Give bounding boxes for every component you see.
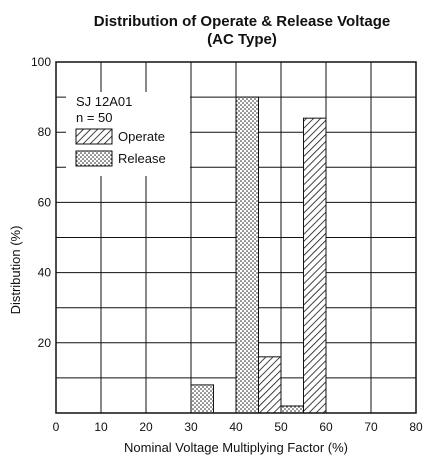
x-tick-label: 0 [53, 420, 60, 434]
operate-bar [258, 356, 282, 414]
legend-operate-swatch [75, 128, 113, 145]
x-tick-label: 20 [139, 420, 153, 434]
chart-title: Distribution of Operate & Release Voltag… [94, 13, 390, 30]
tick-labels: 0 10 20 30 40 50 60 70 80 20 40 60 80 100 [31, 55, 423, 434]
y-tick-label: 80 [38, 125, 52, 139]
y-axis-label: Distribution (%) [8, 226, 23, 315]
y-tick-label: 60 [38, 195, 52, 209]
legend-model-annotation: SJ 12A01 [76, 94, 132, 109]
x-axis-label: Nominal Voltage Multiplying Factor (%) [124, 440, 348, 455]
y-tick-label: 100 [31, 55, 51, 69]
y-tick-label: 40 [38, 266, 52, 280]
legend-operate-label: Operate [118, 129, 165, 144]
release-bar [235, 96, 259, 414]
y-tick-label: 20 [38, 336, 52, 350]
x-tick-label: 40 [229, 420, 243, 434]
chart-subtitle: (AC Type) [207, 31, 277, 48]
release-bar [190, 384, 214, 414]
bars [190, 96, 327, 414]
plot-frame [55, 61, 417, 414]
x-tick-label: 60 [319, 420, 333, 434]
x-tick-label: 30 [184, 420, 198, 434]
x-tick-label: 70 [364, 420, 378, 434]
release-bar [280, 405, 304, 414]
x-tick-label: 50 [274, 420, 288, 434]
legend-sample-annotation: n = 50 [76, 110, 113, 125]
x-tick-label: 10 [94, 420, 108, 434]
legend-release-swatch [75, 150, 113, 167]
legend: SJ 12A01 n = 50 Operate Release [66, 92, 190, 176]
legend-release-label: Release [118, 151, 166, 166]
operate-bar [303, 117, 327, 414]
x-tick-label: 80 [409, 420, 423, 434]
